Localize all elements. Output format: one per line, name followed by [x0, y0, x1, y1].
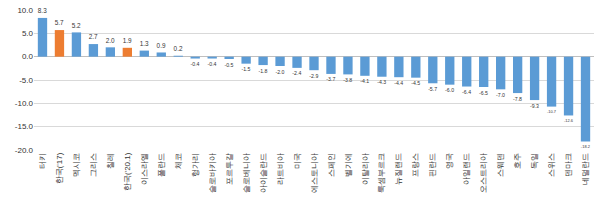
svg-text:덴마크: 덴마크: [564, 153, 573, 177]
svg-text:-1.5: -1.5: [241, 66, 250, 72]
svg-text:5.2: 5.2: [72, 22, 81, 29]
svg-text:헝가리: 헝가리: [191, 153, 200, 177]
svg-text:이스라엘: 이스라엘: [140, 153, 149, 185]
svg-text:슬로바키아: 슬로바키아: [208, 153, 217, 193]
svg-text:-15.0: -15.0: [15, 122, 34, 131]
svg-text:-2.0: -2.0: [275, 69, 284, 75]
svg-text:에스토니아: 에스토니아: [310, 153, 319, 193]
svg-text:한국('17): 한국('17): [55, 152, 64, 184]
svg-text:-4.4: -4.4: [394, 80, 403, 86]
svg-text:스웨덴: 스웨덴: [496, 153, 505, 177]
svg-text:호주: 호주: [513, 153, 522, 169]
svg-text:-7.0: -7.0: [496, 92, 505, 98]
svg-text:-1.8: -1.8: [258, 68, 267, 74]
svg-text:멕시코: 멕시코: [72, 153, 81, 177]
svg-text:오스트리아: 오스트리아: [479, 153, 488, 193]
svg-text:-4.5: -4.5: [411, 80, 420, 86]
svg-text:-7.8: -7.8: [513, 96, 522, 102]
svg-text:0.9: 0.9: [157, 42, 166, 49]
svg-text:-10.7: -10.7: [547, 109, 556, 114]
svg-text:영국: 영국: [445, 153, 454, 169]
svg-text:이탈리아: 이탈리아: [361, 153, 370, 185]
svg-text:칠레: 칠레: [106, 153, 115, 169]
svg-text:1.9: 1.9: [123, 37, 132, 44]
svg-text:룩셈부르크: 룩셈부르크: [377, 153, 386, 193]
svg-text:핀란드: 핀란드: [428, 153, 437, 177]
svg-text:2.7: 2.7: [89, 33, 98, 40]
svg-text:0.2: 0.2: [174, 45, 183, 52]
svg-text:0.0: 0.0: [22, 52, 34, 61]
svg-text:-2.4: -2.4: [292, 70, 301, 76]
svg-text:슬로베니아: 슬로베니아: [242, 153, 251, 193]
svg-text:아일랜드: 아일랜드: [462, 153, 471, 185]
svg-text:-3.8: -3.8: [343, 77, 352, 83]
svg-text:스페인: 스페인: [327, 153, 336, 177]
svg-text:2.0: 2.0: [106, 37, 115, 44]
svg-text:터키: 터키: [38, 153, 47, 169]
svg-text:라트비아: 라트비아: [276, 153, 285, 185]
svg-text:-0.4: -0.4: [191, 61, 200, 67]
svg-text:뉴질랜드: 뉴질랜드: [394, 153, 403, 185]
svg-text:-18.2: -18.2: [581, 144, 590, 149]
svg-text:미국: 미국: [293, 153, 302, 169]
svg-text:독일: 독일: [530, 153, 539, 169]
svg-text:-6.0: -6.0: [445, 87, 454, 93]
svg-text:-2.9: -2.9: [309, 73, 318, 79]
svg-text:-3.7: -3.7: [326, 76, 335, 82]
svg-text:포르투갈: 포르투갈: [225, 153, 234, 185]
svg-text:아이슬란드: 아이슬란드: [259, 153, 268, 193]
svg-text:프랑스: 프랑스: [411, 153, 420, 177]
svg-text:8.3: 8.3: [38, 7, 47, 14]
svg-text:5.0: 5.0: [22, 29, 34, 38]
svg-text:10.0: 10.0: [17, 6, 33, 15]
svg-text:5.7: 5.7: [55, 19, 64, 26]
svg-text:-0.4: -0.4: [208, 61, 217, 67]
svg-text:-6.5: -6.5: [479, 90, 488, 96]
svg-text:스위스: 스위스: [547, 153, 556, 177]
svg-text:-6.4: -6.4: [462, 89, 471, 95]
svg-text:-4.3: -4.3: [377, 79, 386, 85]
svg-text:그리스: 그리스: [89, 153, 98, 177]
svg-text:-20.0: -20.0: [15, 146, 34, 155]
svg-text:벨기에: 벨기에: [344, 153, 353, 177]
svg-text:-12.6: -12.6: [564, 118, 574, 123]
svg-text:-10.0: -10.0: [15, 99, 34, 108]
svg-text:1.3: 1.3: [140, 40, 149, 47]
svg-text:한국('20.1): 한국('20.1): [123, 152, 132, 191]
svg-text:-4.1: -4.1: [360, 78, 369, 84]
svg-text:-0.5: -0.5: [224, 62, 233, 68]
svg-text:네덜란드: 네덜란드: [581, 153, 590, 185]
svg-text:-5.7: -5.7: [428, 86, 437, 92]
svg-text:체코: 체코: [174, 153, 183, 169]
svg-text:-5.0: -5.0: [19, 76, 33, 85]
svg-text:-9.3: -9.3: [530, 103, 539, 109]
svg-text:폴란드: 폴란드: [157, 153, 166, 177]
